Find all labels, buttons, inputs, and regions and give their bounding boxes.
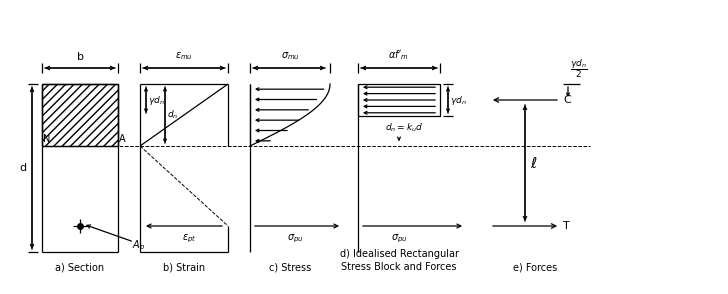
Text: d) Idealised Rectangular
Stress Block and Forces: d) Idealised Rectangular Stress Block an… [339, 249, 459, 272]
Text: $\sigma_{pu}$: $\sigma_{pu}$ [287, 233, 304, 245]
Text: $\sigma_{mu}$: $\sigma_{mu}$ [280, 50, 299, 62]
Text: e) Forces: e) Forces [513, 262, 557, 272]
Text: C: C [563, 95, 571, 105]
Text: $\varepsilon_{pt}$: $\varepsilon_{pt}$ [182, 233, 197, 245]
Text: d: d [19, 163, 26, 173]
Bar [42, 84, 118, 146]
Text: $A_p$: $A_p$ [132, 239, 145, 253]
Text: $\gamma d_n$: $\gamma d_n$ [450, 93, 467, 106]
Text: $\dfrac{\gamma d_n}{2}$: $\dfrac{\gamma d_n}{2}$ [570, 57, 587, 80]
Text: b: b [76, 52, 84, 62]
Text: $d_n = k_u d$: $d_n = k_u d$ [385, 121, 423, 134]
Text: N: N [43, 134, 50, 144]
Text: $\ell$: $\ell$ [530, 156, 537, 171]
Text: A: A [119, 134, 126, 144]
Text: c) Stress: c) Stress [269, 262, 311, 272]
Text: b) Strain: b) Strain [163, 262, 205, 272]
Bar [358, 84, 440, 116]
Text: $\varepsilon_{mu}$: $\varepsilon_{mu}$ [175, 50, 193, 62]
Text: a) Section: a) Section [55, 262, 105, 272]
Text: $\alpha f'_m$: $\alpha f'_m$ [389, 48, 410, 62]
Text: $\gamma d_n$: $\gamma d_n$ [148, 93, 165, 106]
Text: $\sigma_{pu}$: $\sigma_{pu}$ [391, 233, 407, 245]
Text: $d_n$: $d_n$ [167, 109, 178, 121]
Text: T: T [563, 221, 570, 231]
